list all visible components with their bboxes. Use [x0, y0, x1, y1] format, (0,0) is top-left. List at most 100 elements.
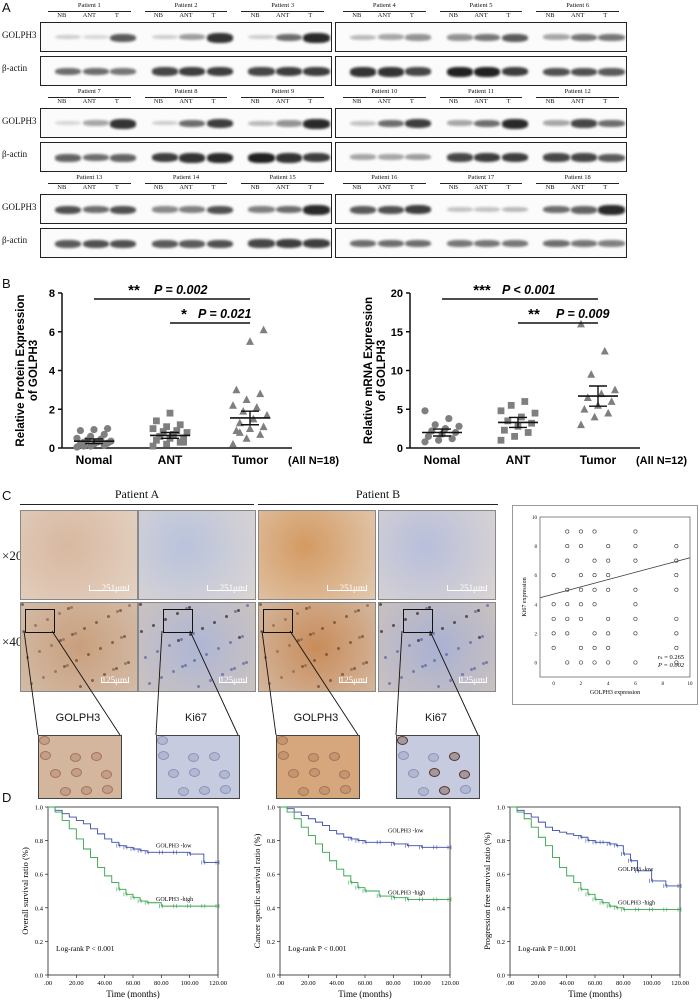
data-point	[511, 432, 518, 440]
golph3-band	[275, 120, 303, 127]
nucleus-dot	[432, 632, 435, 635]
data-point	[600, 346, 609, 355]
nucleus-dot	[384, 656, 387, 659]
golph3-band	[350, 120, 377, 126]
golph3-row-label: GOLPH3	[2, 202, 37, 212]
nucleus-dot	[74, 632, 77, 635]
data-point	[633, 660, 638, 665]
patient-label: Patient 5	[469, 2, 493, 9]
data-point	[80, 442, 88, 450]
x-axis-label: GOLPH3 expression	[590, 690, 640, 696]
data-point	[587, 370, 596, 378]
patient-label: Patient 4	[372, 2, 396, 9]
actin-band	[110, 153, 137, 162]
data-point	[232, 385, 241, 394]
nucleus-dot	[412, 670, 415, 673]
y-tick-label: 0.6	[35, 872, 44, 879]
lane-label: NB	[57, 98, 67, 105]
nucleus-dot	[209, 679, 212, 682]
lane-label: T	[506, 98, 511, 105]
category-label: ANT	[506, 453, 531, 467]
patient-label: Patient 8	[174, 88, 198, 95]
actin-band	[405, 154, 432, 161]
nucleus-dot	[361, 635, 364, 638]
x-tick-label: 80.00	[154, 980, 169, 987]
y-tick-label: 0.4	[497, 905, 506, 912]
data-point	[163, 440, 170, 448]
nucleus-dot	[296, 612, 299, 615]
lane-label: T	[114, 12, 119, 19]
nucleus-dot	[433, 659, 436, 662]
patient-underline	[241, 183, 324, 184]
nucleus-dot	[115, 667, 118, 670]
scale-bar-label: 125μm	[101, 675, 127, 685]
lane-label: ANT	[570, 98, 585, 105]
patient-underline	[343, 97, 426, 98]
data-point	[565, 529, 570, 534]
lane-label: T	[603, 184, 608, 191]
cell-nucleus	[70, 753, 81, 762]
zoom-connector-lines	[23, 630, 479, 736]
cancer-specific-survival-curve: 0.0 0.2 0.4 0.6 0.8 1.0 .00 20.00 40.00 60.00 80.0…	[252, 805, 459, 1000]
y-tick-label: 1.0	[497, 805, 505, 812]
golph3-zoom-inset	[276, 735, 360, 799]
nucleus-dot	[58, 612, 61, 615]
protein-expression-chart: 0 2 4 6 8 Relative Protein Expression of GOLPH…	[15, 282, 339, 467]
lane-label: T	[409, 12, 414, 19]
nucleus-dot	[241, 635, 244, 638]
patient-label: Patient 7	[77, 88, 101, 95]
nucleus-dot	[337, 647, 340, 650]
lane-label: ANT	[275, 98, 290, 105]
nucleus-dot	[272, 624, 275, 627]
x-axis-label: Time (months)	[338, 989, 391, 999]
x-tick-label: .00	[44, 980, 52, 987]
data-point	[583, 393, 592, 402]
data-point	[606, 587, 611, 592]
actin-band	[179, 67, 206, 77]
data-point	[674, 660, 679, 665]
actin-band	[55, 239, 82, 248]
series-label: GOLPH3 -high	[388, 890, 425, 896]
nucleus-dot	[284, 618, 287, 621]
cell-nucleus	[439, 786, 450, 795]
lane-label: ANT	[275, 12, 290, 19]
data-point	[242, 434, 251, 442]
data-point	[565, 660, 570, 665]
scale-bar-label: 251μm	[339, 583, 365, 593]
golph3-band	[501, 119, 528, 129]
category-label: Tumor	[580, 453, 617, 467]
nucleus-dot	[404, 618, 407, 621]
lane-label: ANT	[179, 12, 193, 19]
data-point	[606, 631, 611, 636]
patient-label: Patient 12	[564, 88, 591, 95]
y-tick-label: 0	[397, 443, 403, 455]
y-tick-label: 0.6	[267, 872, 276, 879]
nucleus-dot	[184, 664, 187, 667]
nucleus-dot	[156, 650, 159, 653]
cell-nucleus	[429, 768, 440, 777]
nucleus-dot	[424, 664, 427, 667]
nucleus-dot	[172, 670, 175, 673]
x-tick-label: 10	[688, 682, 694, 687]
ki67-x200-micrograph: 251μm	[138, 510, 256, 600]
golph3-band	[377, 205, 404, 214]
lane-label: T	[308, 98, 313, 105]
nucleus-dot	[292, 670, 295, 673]
cell-nucleus	[408, 769, 419, 778]
patient-label: Patient 14	[172, 174, 200, 181]
nucleus-dot	[180, 638, 183, 641]
zoom-connector	[155, 630, 163, 736]
nucleus-dot	[221, 673, 224, 676]
cell-nucleus	[308, 753, 319, 762]
data-point	[590, 412, 599, 421]
patient-a-underline	[20, 504, 254, 505]
patient-underline	[144, 183, 228, 184]
cell-nucleus	[309, 768, 320, 777]
nucleus-dot	[358, 636, 361, 639]
data-point	[153, 417, 160, 425]
panel-label-d: D	[2, 790, 12, 805]
data-point	[104, 425, 112, 433]
golph3-band	[275, 33, 303, 42]
category-label: Nomal	[424, 453, 461, 467]
nucleus-dot	[313, 659, 316, 662]
